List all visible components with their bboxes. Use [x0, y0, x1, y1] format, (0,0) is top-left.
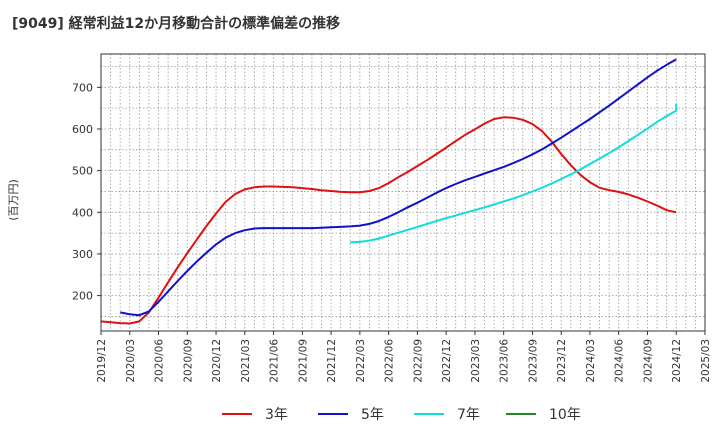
series-line-2 — [350, 104, 678, 244]
y-tick-label: 700 — [72, 81, 93, 94]
series-line-0 — [100, 116, 677, 325]
x-tick-label: 2020/09 — [182, 339, 194, 383]
x-tick-label: 2024/09 — [642, 339, 654, 383]
series-line-1 — [119, 58, 677, 317]
y-axis: 200 300 400 500 600 700 — [72, 81, 101, 303]
x-tick-label: 2024/12 — [671, 339, 683, 383]
legend-label-0: 3年 — [265, 407, 288, 423]
x-axis: 2019/12 2020/03 2020/06 2020/09 2020/12 2021/… — [96, 331, 712, 383]
y-tick-label: 400 — [72, 206, 93, 219]
y-tick-label: 600 — [72, 123, 93, 136]
x-tick-label: 2023/12 — [556, 339, 568, 383]
legend-label-3: 10年 — [549, 407, 581, 423]
y-axis-label: (百万円) — [7, 179, 20, 221]
x-tick-label: 2023/09 — [527, 339, 539, 383]
x-tick-label: 2022/06 — [384, 339, 396, 383]
x-tick-label: 2022/03 — [355, 339, 367, 383]
chart-title: [9049] 経常利益12か月移動合計の標準偏差の推移 — [12, 16, 341, 32]
plot-frame — [100, 53, 706, 332]
x-tick-label: 2021/06 — [269, 339, 281, 383]
x-tick-label: 2022/09 — [412, 339, 424, 383]
x-tick-label: 2019/12 — [96, 339, 108, 383]
y-tick-label: 500 — [72, 165, 93, 178]
x-tick-label: 2023/06 — [499, 339, 511, 383]
grid — [101, 54, 705, 331]
y-tick-label: 200 — [72, 290, 93, 303]
x-tick-label: 2020/12 — [211, 339, 223, 383]
legend-label-1: 5年 — [361, 407, 384, 423]
series-lines — [100, 58, 678, 325]
x-tick-label: 2021/03 — [240, 339, 252, 383]
x-tick-label: 2022/12 — [441, 339, 453, 383]
x-tick-label: 2020/06 — [154, 339, 166, 383]
legend-label-2: 7年 — [457, 407, 480, 423]
x-tick-label: 2024/06 — [614, 339, 626, 383]
x-tick-label: 2024/03 — [585, 339, 597, 383]
x-tick-label: 2021/12 — [326, 339, 338, 383]
y-tick-label: 300 — [72, 248, 93, 261]
x-tick-label: 2023/03 — [470, 339, 482, 383]
x-tick-label: 2020/03 — [125, 339, 137, 383]
x-tick-label: 2021/09 — [297, 339, 309, 383]
x-tick-label: 2025/03 — [700, 339, 712, 383]
plot-background — [101, 54, 705, 331]
legend: 3年 5年 7年 10年 — [222, 407, 581, 423]
